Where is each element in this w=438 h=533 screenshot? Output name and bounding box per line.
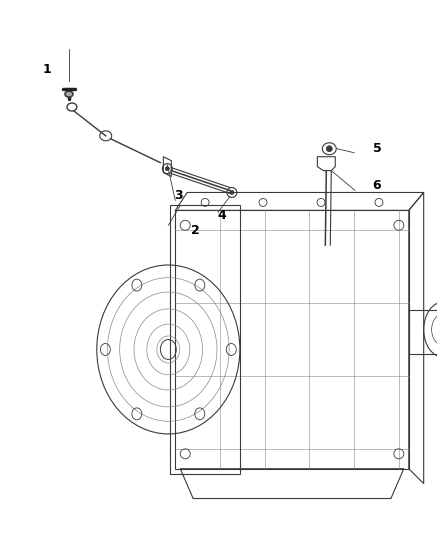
Text: 1: 1 — [43, 63, 52, 76]
Ellipse shape — [65, 91, 73, 97]
Text: 6: 6 — [373, 179, 381, 192]
Text: 5: 5 — [373, 142, 381, 155]
Text: 4: 4 — [218, 209, 226, 222]
Text: 2: 2 — [191, 224, 200, 237]
Ellipse shape — [165, 167, 170, 171]
Ellipse shape — [230, 190, 234, 195]
Text: 3: 3 — [174, 189, 183, 202]
Ellipse shape — [326, 146, 332, 152]
